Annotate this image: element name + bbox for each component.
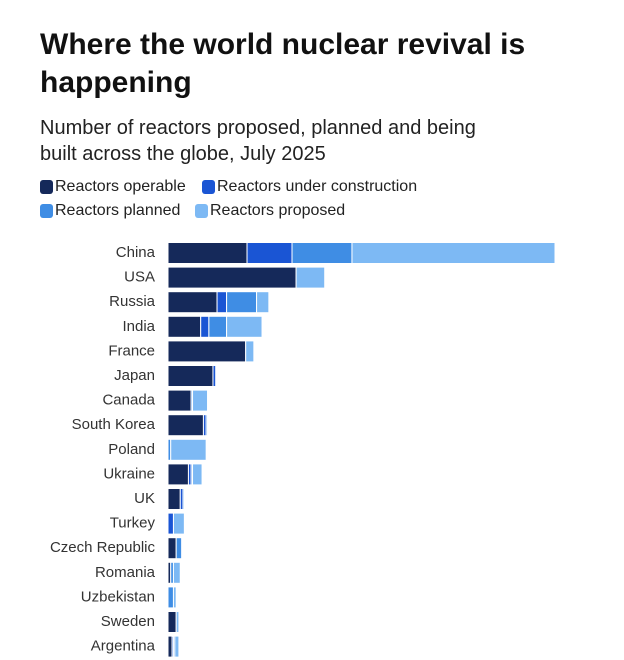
category-label: South Korea xyxy=(72,416,156,433)
bar-segment xyxy=(167,389,192,412)
legend-label: Reactors under construction xyxy=(217,178,417,195)
legend-swatch xyxy=(195,204,208,218)
category-label: UK xyxy=(134,490,155,507)
bar-segment xyxy=(167,635,173,658)
bar-segment xyxy=(246,242,293,264)
bar-segment xyxy=(172,561,181,584)
chart-subtitle: Number of reactors proposed, planned and… xyxy=(40,117,476,165)
bar-segment xyxy=(295,266,326,289)
bar-segment xyxy=(167,512,174,535)
bar-segment xyxy=(170,438,207,461)
category-label: Japan xyxy=(114,367,155,384)
category-label: Czech Republic xyxy=(50,539,156,556)
bar-segment xyxy=(182,488,185,510)
bar-segment xyxy=(167,266,297,289)
category-label: India xyxy=(122,318,155,335)
bar-segment xyxy=(216,291,228,314)
category-label: Romania xyxy=(95,564,156,581)
subtitle-line: built across the globe, July 2025 xyxy=(40,143,326,165)
category-label: Turkey xyxy=(110,515,156,532)
bar-segment xyxy=(226,315,263,338)
bar-segment xyxy=(205,414,209,437)
title-line: happening xyxy=(40,66,192,99)
category-label: Uzbekistan xyxy=(81,588,155,605)
bar-segment xyxy=(172,512,185,535)
category-label: Russia xyxy=(109,293,156,310)
category-label: Ukraine xyxy=(103,465,155,482)
bar-segment xyxy=(167,537,177,560)
bar-segment xyxy=(167,414,204,437)
bar-segment xyxy=(174,635,180,658)
subtitle-line: Number of reactors proposed, planned and… xyxy=(40,117,476,139)
bar-segment xyxy=(212,365,217,387)
title-line: Where the world nuclear revival is xyxy=(40,28,525,61)
bar-segment xyxy=(200,315,210,338)
bar-segment xyxy=(208,315,228,338)
bar-segment xyxy=(175,537,183,560)
legend-swatch xyxy=(40,204,53,218)
bar-segment xyxy=(192,463,203,486)
legend-label: Reactors proposed xyxy=(210,202,345,219)
category-label: Sweden xyxy=(101,613,155,630)
bar-segment xyxy=(256,291,270,314)
bar-segment xyxy=(226,291,258,314)
bar-segment xyxy=(291,242,353,264)
bar-segment xyxy=(351,242,556,264)
legend-label: Reactors planned xyxy=(55,202,180,219)
bar-segment xyxy=(167,586,174,609)
category-label: China xyxy=(116,244,156,261)
bar-segment xyxy=(167,488,181,510)
bar-segment xyxy=(245,340,255,363)
category-label: USA xyxy=(124,269,155,286)
bar-segment xyxy=(167,340,247,363)
bar-segment xyxy=(167,315,202,338)
bar-segment xyxy=(167,291,218,314)
category-label: Canada xyxy=(102,392,155,409)
bar-segment xyxy=(192,389,209,412)
bar-segment xyxy=(175,611,180,633)
bar-segment xyxy=(167,365,214,387)
bar-segment xyxy=(172,586,177,609)
legend-swatch xyxy=(202,180,215,194)
chart-title: Where the world nuclear revival is happen… xyxy=(40,28,525,99)
bar-segment xyxy=(167,242,248,264)
category-label: Argentina xyxy=(91,638,156,655)
category-label: Poland xyxy=(108,441,155,458)
legend-label: Reactors operable xyxy=(55,178,186,195)
category-label: France xyxy=(108,342,155,359)
legend-swatch xyxy=(40,180,53,194)
bar-segment xyxy=(167,463,189,486)
bar-segment xyxy=(167,611,177,633)
